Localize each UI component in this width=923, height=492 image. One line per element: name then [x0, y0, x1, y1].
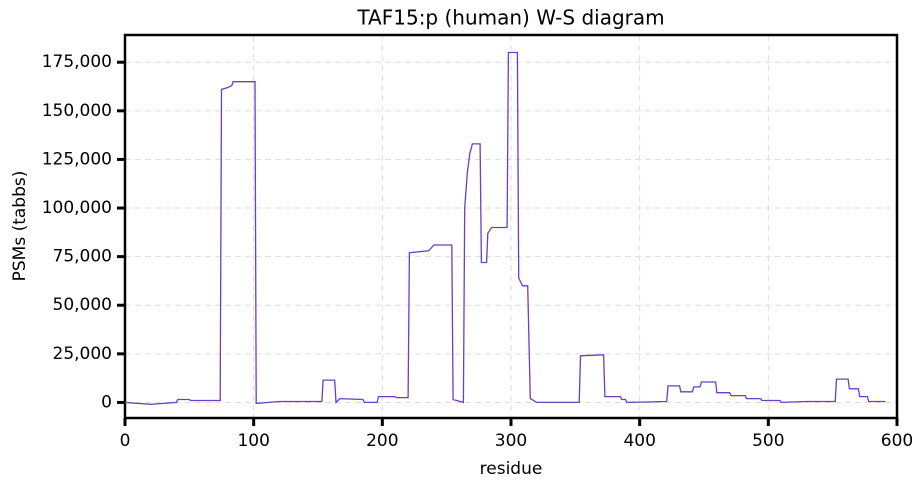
y-tick-label: 175,000 [42, 52, 112, 72]
plot-frame [123, 33, 899, 420]
y-tick-label: 100,000 [42, 198, 112, 218]
y-tick-label: 150,000 [42, 101, 112, 121]
y-tick-label: 0 [101, 392, 112, 412]
y-axis-label: PSMs (tabbs) [10, 171, 30, 282]
data-line [124, 51, 886, 406]
y-tick-label: 125,000 [42, 149, 112, 169]
x-tick-label: 0 [120, 431, 131, 451]
y-tick-label: 25,000 [53, 344, 112, 364]
x-tick-label: 100 [237, 431, 269, 451]
y-tick-label: 75,000 [53, 247, 112, 267]
y-tick-label: 50,000 [53, 295, 112, 315]
x-tick-label: 500 [752, 431, 784, 451]
x-tick-label: 200 [366, 431, 398, 451]
x-tick-label: 400 [623, 431, 655, 451]
x-tick-label: 300 [495, 431, 527, 451]
chart-title: TAF15:p (human) W-S diagram [356, 6, 664, 30]
x-axis-label: residue [480, 459, 543, 479]
x-tick-label: 600 [881, 431, 913, 451]
